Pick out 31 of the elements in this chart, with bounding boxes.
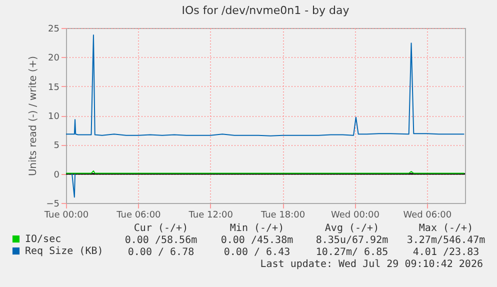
text: Min (-/+) [230,223,284,234]
x-tick-label: Wed 00:00 [331,210,380,220]
text: 0.00 /45.38m [220,235,294,246]
x-tick-label: Tue 18:00 [260,210,306,220]
chart-title: IOs for /dev/nvme0n1 - by day [182,4,350,17]
y-tick-label: 15 [48,82,60,93]
text: 0.00 / 6.43 [224,247,290,258]
text: Last update: Wed Jul 29 09:10:42 2026 [260,259,483,270]
text: 0.00 /58.56m [124,235,198,246]
text: 8.35u/67.92m [316,235,388,246]
y-tick-label: 0 [54,170,60,180]
x-tick-label: Tue 06:00 [116,210,162,220]
y-tick-label: −5 [46,200,60,210]
legend-label: Req Size (KB) [25,246,104,257]
legend-label: IO/sec [25,234,62,245]
text: 10.27m/ 6.85 [316,247,388,258]
text: 3.27m/546.47m [406,235,486,246]
y-tick-label: 20 [48,54,60,64]
y-tick-label: 10 [48,112,60,122]
y-tick-label: 25 [48,24,60,34]
line-series [66,34,465,136]
text: Max (-/+) [418,223,474,234]
x-tick-label: Tue 00:00 [43,210,89,220]
y-tick-label: 5 [54,141,60,152]
y-axis-title: Units read (-) / write (+) [28,56,40,176]
x-tick-label: Tue 12:00 [188,210,234,220]
text: 0.00 / 6.78 [128,247,194,258]
x-tick-label: Wed 06:00 [403,210,452,220]
text: 4.01 /23.83 [412,247,480,258]
text: Avg (-/+) [324,223,380,234]
text: Cur (-/+) [134,223,188,234]
